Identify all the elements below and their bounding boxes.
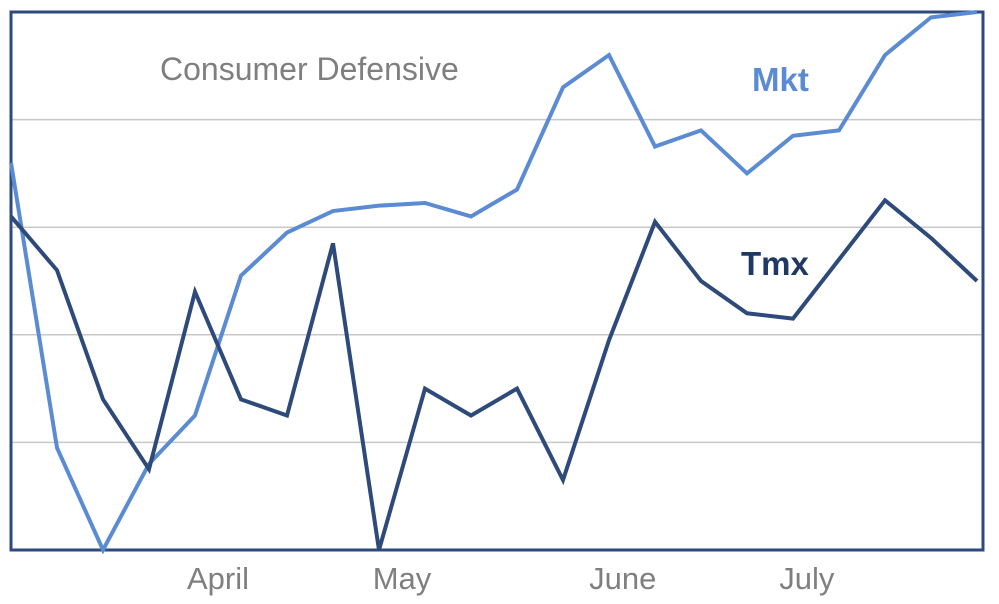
series-label-tmx: Tmx <box>741 245 810 282</box>
x-tick-label-july: July <box>779 561 835 596</box>
series-label-mkt: Mkt <box>752 61 809 98</box>
series-line-tmx <box>9 197 979 551</box>
gridlines <box>11 118 983 444</box>
x-tick-label-june: June <box>589 561 656 596</box>
x-tick-label-may: May <box>373 561 432 596</box>
series-layer <box>9 10 979 555</box>
x-tick-label-april: April <box>187 561 249 596</box>
x-tick-labels: April May June July <box>187 561 835 596</box>
series-line-mkt <box>9 10 978 555</box>
chart-title: Consumer Defensive <box>160 51 459 87</box>
plot-frame <box>9 10 985 552</box>
